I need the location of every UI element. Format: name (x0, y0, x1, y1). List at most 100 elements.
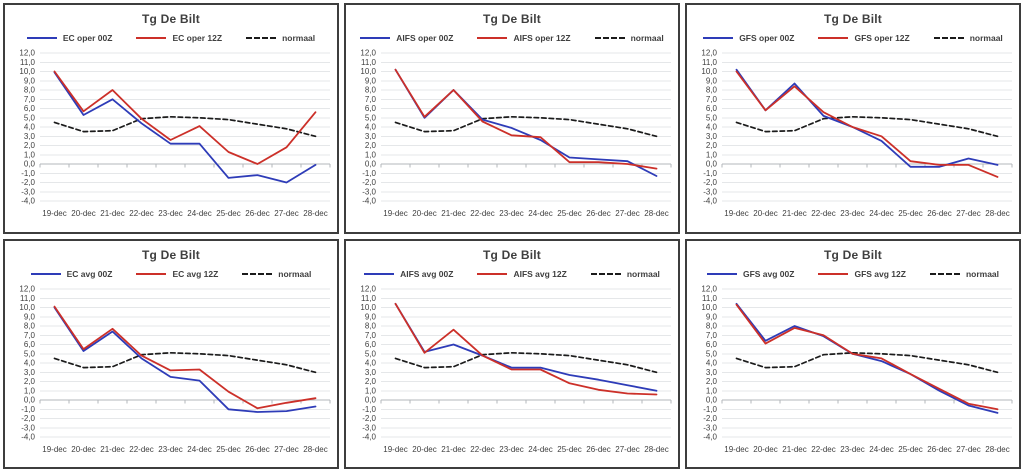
legend-label: EC oper 00Z (62, 33, 113, 43)
legend-item: GFS avg 00Z (706, 269, 794, 279)
legend-item: GFS oper 00Z (703, 33, 794, 43)
line-swatch-icon (246, 37, 277, 39)
chart-legend: GFS avg 00Z GFS avg 12Z normaal (706, 267, 999, 281)
svg-text:7,0: 7,0 (706, 330, 718, 339)
line-swatch-icon (360, 37, 391, 39)
svg-text:5,0: 5,0 (706, 113, 718, 122)
legend-label: GFS oper 12Z (854, 33, 910, 43)
svg-text:12,0: 12,0 (360, 284, 376, 293)
line-swatch-icon (364, 272, 395, 275)
svg-text:12,0: 12,0 (360, 49, 376, 58)
svg-text:19-dec: 19-dec (724, 209, 748, 218)
chart-panel-aifs-oper: Tg De Bilt AIFS oper 00Z AIFS oper 12Z n… (344, 3, 680, 234)
svg-text:7,0: 7,0 (24, 330, 36, 339)
legend-item: GFS oper 12Z (818, 33, 910, 43)
svg-text:9,0: 9,0 (706, 76, 718, 85)
svg-text:12,0: 12,0 (701, 284, 717, 293)
svg-text:23-dec: 23-dec (158, 445, 182, 454)
svg-text:21-dec: 21-dec (441, 209, 465, 218)
chart-panel-gfs-oper: Tg De Bilt GFS oper 00Z GFS oper 12Z nor… (685, 3, 1021, 234)
svg-text:4,0: 4,0 (24, 358, 36, 367)
svg-text:24-dec: 24-dec (869, 209, 893, 218)
svg-text:22-dec: 22-dec (811, 209, 835, 218)
svg-text:-4,0: -4,0 (703, 432, 717, 441)
svg-text:28-dec: 28-dec (303, 209, 327, 218)
svg-text:28-dec: 28-dec (644, 209, 668, 218)
chart-legend: GFS oper 00Z GFS oper 12Z normaal (703, 31, 1003, 45)
legend-item: normaal (933, 33, 1003, 43)
svg-text:1,0: 1,0 (24, 150, 36, 159)
svg-text:26-dec: 26-dec (245, 445, 269, 454)
chart-legend: AIFS oper 00Z AIFS oper 12Z normaal (360, 31, 664, 45)
svg-text:-2,0: -2,0 (21, 414, 35, 423)
svg-text:-1,0: -1,0 (21, 169, 35, 178)
svg-text:23-dec: 23-dec (499, 209, 523, 218)
svg-text:22-dec: 22-dec (470, 209, 494, 218)
svg-text:-1,0: -1,0 (21, 404, 35, 413)
svg-text:11,0: 11,0 (702, 293, 718, 302)
svg-text:19-dec: 19-dec (42, 209, 66, 218)
chart-title: Tg De Bilt (142, 247, 200, 262)
chart-legend: EC oper 00Z EC oper 12Z normaal (26, 31, 316, 45)
svg-text:25-dec: 25-dec (557, 209, 581, 218)
legend-label: GFS avg 12Z (854, 268, 906, 279)
svg-text:10,0: 10,0 (19, 67, 35, 76)
svg-text:24-dec: 24-dec (528, 209, 552, 218)
legend-item: AIFS avg 12Z (477, 269, 567, 279)
svg-text:-2,0: -2,0 (21, 178, 35, 187)
svg-text:20-dec: 20-dec (71, 445, 95, 454)
svg-text:23-dec: 23-dec (840, 445, 864, 454)
svg-text:2,0: 2,0 (706, 141, 718, 150)
svg-text:23-dec: 23-dec (840, 209, 864, 218)
svg-text:-4,0: -4,0 (21, 197, 35, 206)
svg-text:-4,0: -4,0 (21, 432, 35, 441)
svg-text:0,0: 0,0 (706, 395, 718, 404)
svg-text:26-dec: 26-dec (927, 209, 951, 218)
svg-text:0,0: 0,0 (24, 395, 36, 404)
svg-text:20-dec: 20-dec (412, 209, 436, 218)
line-swatch-icon (594, 37, 625, 39)
svg-text:3,0: 3,0 (24, 367, 36, 376)
chart-panel-aifs-avg: Tg De Bilt AIFS avg 00Z AIFS avg 12Z nor… (344, 238, 680, 469)
svg-text:21-dec: 21-dec (782, 445, 806, 454)
line-swatch-icon (30, 272, 61, 275)
line-swatch-icon (590, 272, 621, 275)
chart-title: Tg De Bilt (483, 12, 541, 26)
svg-text:-4,0: -4,0 (703, 197, 717, 206)
svg-text:26-dec: 26-dec (927, 445, 951, 454)
legend-label: normaal (969, 33, 1003, 43)
svg-text:24-dec: 24-dec (187, 209, 211, 218)
svg-text:27-dec: 27-dec (615, 445, 639, 454)
chart-legend: AIFS avg 00Z AIFS avg 12Z normaal (364, 267, 660, 281)
legend-label: normaal (282, 33, 316, 43)
line-swatch-icon (136, 37, 167, 39)
svg-text:21-dec: 21-dec (782, 209, 806, 218)
svg-text:28-dec: 28-dec (644, 445, 668, 454)
line-swatch-icon (26, 37, 57, 39)
svg-text:9,0: 9,0 (365, 312, 377, 321)
svg-text:21-dec: 21-dec (100, 445, 124, 454)
svg-text:9,0: 9,0 (24, 312, 36, 321)
svg-text:-1,0: -1,0 (703, 169, 717, 178)
svg-text:28-dec: 28-dec (985, 209, 1009, 218)
svg-text:7,0: 7,0 (365, 95, 377, 104)
svg-text:26-dec: 26-dec (245, 209, 269, 218)
svg-text:-2,0: -2,0 (362, 414, 376, 423)
svg-text:28-dec: 28-dec (303, 445, 327, 454)
chart-title: Tg De Bilt (824, 12, 882, 26)
svg-text:6,0: 6,0 (365, 104, 377, 113)
svg-text:2,0: 2,0 (365, 377, 377, 386)
legend-item: EC oper 12Z (136, 33, 222, 43)
svg-text:-4,0: -4,0 (362, 197, 376, 206)
svg-text:25-dec: 25-dec (557, 445, 581, 454)
svg-text:0,0: 0,0 (24, 160, 36, 169)
svg-text:25-dec: 25-dec (898, 209, 922, 218)
svg-text:20-dec: 20-dec (753, 445, 777, 454)
svg-text:2,0: 2,0 (706, 377, 718, 386)
svg-text:24-dec: 24-dec (187, 445, 211, 454)
svg-text:24-dec: 24-dec (528, 445, 552, 454)
svg-text:8,0: 8,0 (706, 86, 718, 95)
chart-plot: 12,011,010,09,08,07,06,05,04,03,02,01,00… (701, 284, 1013, 454)
svg-text:21-dec: 21-dec (441, 445, 465, 454)
svg-text:4,0: 4,0 (706, 123, 718, 132)
